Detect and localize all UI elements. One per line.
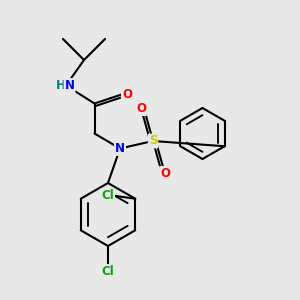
- Text: O: O: [136, 102, 146, 115]
- Text: O: O: [122, 88, 132, 101]
- Text: H: H: [56, 79, 65, 92]
- Text: S: S: [149, 134, 157, 148]
- Text: O: O: [160, 167, 170, 180]
- Text: Cl: Cl: [101, 189, 114, 202]
- Text: N: N: [115, 142, 125, 155]
- Text: N: N: [64, 79, 75, 92]
- Text: Cl: Cl: [102, 265, 114, 278]
